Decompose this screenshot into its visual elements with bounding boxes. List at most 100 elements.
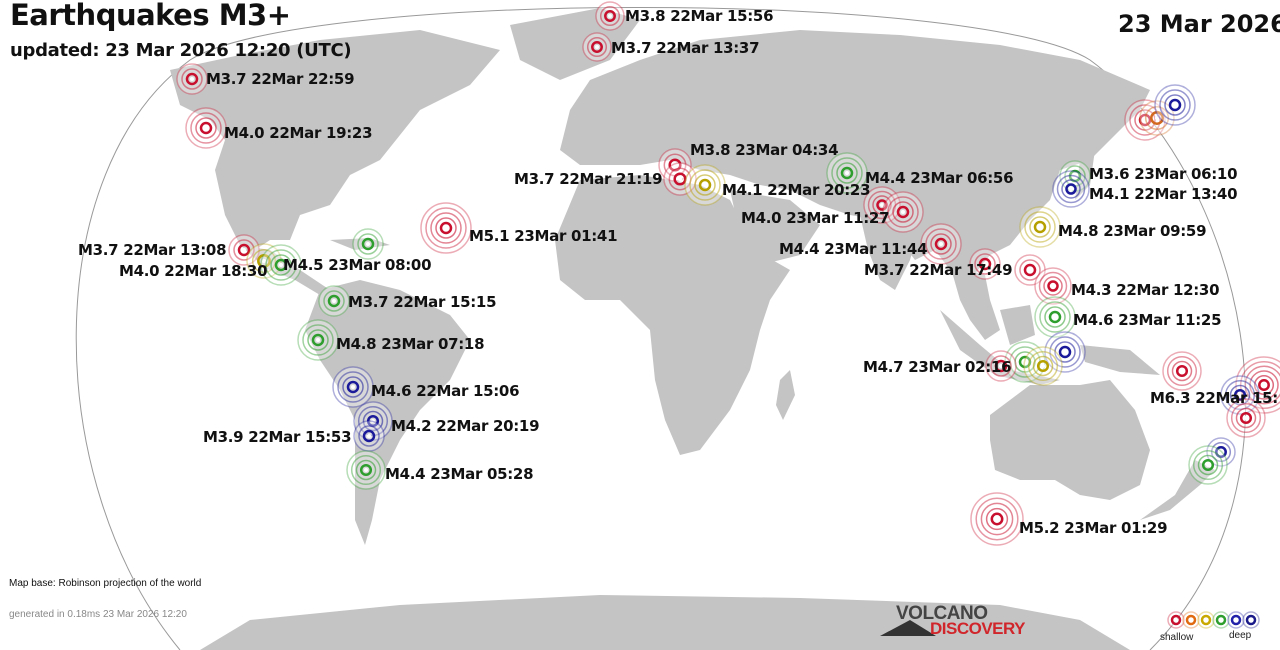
quake-marker[interactable] [920,223,962,265]
legend-depth-ring[interactable] [1197,611,1215,629]
map-base-note: Map base: Robinson projection of the wor… [9,578,202,589]
legend-depth-ring[interactable] [1227,611,1245,629]
australia [990,380,1150,500]
quake-marker[interactable] [985,350,1017,382]
caribbean [330,238,390,250]
map-outline [75,7,1247,650]
legend-rings [1167,611,1260,629]
quake-marker[interactable] [1023,346,1063,386]
legend-depth-ring[interactable] [1167,611,1185,629]
north-america [170,30,500,250]
se-asia [950,265,1000,340]
quake-marker[interactable] [1188,445,1228,485]
legend-shallow-label: shallow [1160,632,1194,643]
quake-marker[interactable] [1034,296,1076,338]
quake-label[interactable]: M4.3 22Mar 12:30 [1071,281,1220,299]
quake-marker[interactable] [1014,254,1046,286]
greenland [510,8,640,80]
central-america [240,245,330,295]
quake-marker[interactable] [353,420,385,452]
quake-marker[interactable] [332,366,374,408]
quake-label[interactable]: M4.6 23Mar 11:25 [1073,311,1222,329]
africa [555,175,790,455]
quake-marker[interactable] [352,228,384,260]
quake-marker[interactable] [1034,267,1072,305]
legend-depth-ring[interactable] [1242,611,1260,629]
quake-label[interactable]: M4.0 22Mar 19:23 [224,124,373,142]
quake-marker[interactable] [1220,375,1260,415]
quake-marker[interactable] [663,162,697,196]
quake-marker[interactable] [185,107,227,149]
quake-label[interactable]: M4.8 23Mar 07:18 [336,335,485,353]
antarctica [200,595,1130,650]
quake-label[interactable]: M5.2 23Mar 01:29 [1019,519,1168,537]
quake-label[interactable]: M4.8 23Mar 09:59 [1058,222,1207,240]
updated-timestamp: updated: 23 Mar 2026 12:20 (UTC) [10,40,352,61]
quake-marker[interactable] [176,63,208,95]
quake-label[interactable]: M3.7 22Mar 21:19 [514,170,663,188]
india [860,215,920,290]
quake-label[interactable]: M3.7 22Mar 17:49 [864,261,1013,279]
quake-marker[interactable] [1044,331,1086,373]
date-heading: 23 Mar 2026 [1118,10,1280,38]
quake-marker[interactable] [297,319,339,361]
quake-label[interactable]: M3.6 23Mar 06:10 [1089,165,1238,183]
quake-marker[interactable] [346,450,386,490]
legend-depth-ring[interactable] [1182,611,1200,629]
eurasia [560,30,1150,280]
quake-marker[interactable] [684,164,726,206]
quake-marker[interactable] [420,202,472,254]
depth-legend: shallow deep [1160,608,1264,646]
generated-note: generated in 0.18ms 23 Mar 2026 12:20 [9,609,187,620]
quake-markers [176,1,1280,546]
quake-marker[interactable] [882,191,924,233]
quake-marker[interactable] [1206,437,1236,467]
quake-label[interactable]: M4.2 22Mar 20:19 [391,417,540,435]
quake-label[interactable]: M4.4 23Mar 05:28 [385,465,534,483]
borneo [1000,305,1035,345]
quake-label[interactable]: M4.0 23Mar 11:27 [741,209,890,227]
quake-marker[interactable] [1162,351,1202,391]
quake-label[interactable]: M4.6 22Mar 15:06 [371,382,520,400]
quake-marker[interactable] [1052,170,1090,208]
quake-label[interactable]: M3.7 22Mar 13:37 [611,39,760,57]
volcano-icon [880,620,936,636]
quake-label[interactable]: M6.3 22Mar 15: [1150,389,1278,407]
quake-marker[interactable] [1019,206,1061,248]
quake-marker[interactable] [1154,84,1196,126]
quake-label[interactable]: M4.1 22Mar 20:23 [722,181,871,199]
quake-marker[interactable] [1235,356,1280,414]
quake-marker[interactable] [1124,99,1166,141]
quake-marker[interactable] [863,186,901,224]
quake-label[interactable]: M3.8 23Mar 04:34 [690,141,839,159]
quake-label[interactable]: M4.4 23Mar 11:44 [779,240,928,258]
quake-marker[interactable] [1226,398,1266,438]
quake-label[interactable]: M4.0 22Mar 18:30 [119,262,268,280]
quake-label[interactable]: M4.7 23Mar 02:16 [863,358,1012,376]
quake-marker[interactable] [318,285,350,317]
quake-marker[interactable] [970,492,1024,546]
quake-marker[interactable] [582,32,612,62]
quake-label[interactable]: M3.7 22Mar 13:08 [78,241,227,259]
quake-label[interactable]: M3.9 22Mar 15:53 [203,428,352,446]
volcano-discovery-logo[interactable]: VOLCANO DISCOVERY [880,603,1040,640]
quake-label[interactable]: M4.1 22Mar 13:40 [1089,185,1238,203]
legend-deep-label: deep [1229,630,1252,641]
legend-depth-ring[interactable] [1212,611,1230,629]
quake-label[interactable]: M3.8 22Mar 15:56 [625,7,774,25]
quake-marker[interactable] [228,234,260,266]
quake-label[interactable]: M3.7 22Mar 22:59 [206,70,355,88]
quake-label[interactable]: M4.5 23Mar 08:00 [283,256,432,274]
continents [170,8,1215,650]
quake-marker[interactable] [595,1,625,31]
quake-label[interactable]: M3.7 22Mar 15:15 [348,293,497,311]
quake-label[interactable]: M5.1 23Mar 01:41 [469,227,618,245]
quake-marker[interactable] [260,244,302,286]
quake-marker[interactable] [826,152,868,194]
madagascar [776,370,795,420]
quake-label[interactable]: M4.4 23Mar 06:56 [865,169,1014,187]
quake-marker[interactable] [969,248,1001,280]
logo-text-top: VOLCANO [896,603,988,624]
